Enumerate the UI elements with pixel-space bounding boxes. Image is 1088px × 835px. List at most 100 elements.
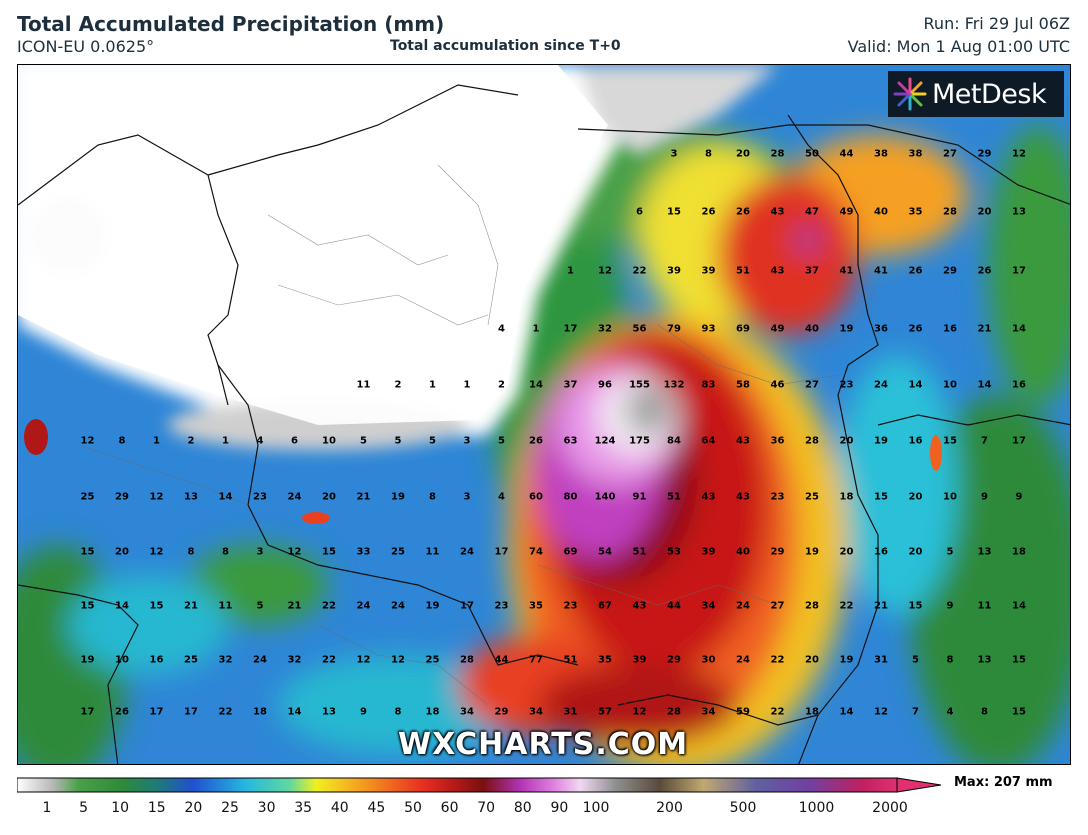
metdesk-logo-text: MetDesk [932, 78, 1047, 110]
grid-value: 22 [218, 706, 233, 718]
grid-value: 3 [463, 435, 471, 447]
scale-tick-label: 1000 [798, 800, 835, 816]
grid-value: 12 [598, 265, 612, 277]
grid-value: 49 [839, 206, 854, 218]
grid-value: 29 [115, 491, 129, 503]
grid-value: 11 [356, 379, 371, 391]
grid-value: 22 [770, 654, 785, 666]
grid-value: 8 [187, 546, 195, 558]
grid-value: 1 [463, 379, 471, 391]
grid-value: 14 [908, 379, 923, 391]
grid-value: 29 [770, 546, 785, 558]
grid-value: 5 [360, 435, 367, 447]
grid-value: 5 [912, 654, 919, 666]
grid-value: 19 [805, 546, 819, 558]
grid-value: 41 [874, 265, 888, 277]
grid-value: 30 [701, 654, 716, 666]
grid-value: 22 [322, 654, 336, 666]
grid-value: 18 [253, 706, 267, 718]
grid-value: 14 [977, 379, 992, 391]
grid-value: 8 [429, 491, 436, 503]
grid-value: 22 [770, 706, 785, 718]
grid-value: 17 [563, 323, 578, 335]
scale-tick-label: 20 [184, 800, 203, 816]
grid-value: 15 [149, 600, 164, 612]
grid-value: 24 [460, 546, 474, 558]
grid-value: 14 [218, 491, 233, 503]
grid-value: 12 [287, 546, 302, 558]
metdesk-logo: MetDesk [888, 71, 1064, 117]
scale-tick-label: 90 [550, 800, 569, 816]
grid-value: 140 [594, 491, 616, 503]
grid-value: 26 [977, 265, 992, 277]
grid-value: 23 [494, 600, 509, 612]
grid-value: 14 [1012, 323, 1026, 335]
grid-value: 12 [391, 654, 405, 666]
grid-value: 37 [805, 265, 819, 277]
grid-value: 25 [391, 546, 405, 558]
grid-value: 6 [636, 206, 643, 218]
precipitation-color-scale [17, 777, 942, 793]
grid-value: 2 [394, 379, 402, 391]
grid-value: 4 [946, 706, 954, 718]
grid-value: 5 [946, 546, 954, 558]
grid-value: 20 [908, 491, 923, 503]
grid-value: 69 [563, 546, 578, 558]
grid-value: 27 [805, 379, 819, 391]
grid-value: 12 [149, 546, 164, 558]
grid-value: 19 [839, 654, 854, 666]
grid-value: 4 [498, 491, 505, 503]
grid-value: 15 [1012, 654, 1026, 666]
grid-value: 43 [701, 491, 716, 503]
grid-value: 40 [736, 546, 750, 558]
grid-value: 10 [115, 654, 129, 666]
grid-value: 11 [425, 546, 440, 558]
grid-value: 26 [529, 435, 543, 447]
grid-value: 21 [874, 600, 888, 612]
grid-value: 20 [977, 206, 992, 218]
grid-value: 32 [598, 323, 612, 335]
grid-value: 35 [598, 654, 612, 666]
grid-value: 26 [115, 706, 129, 718]
grid-value: 59 [736, 706, 750, 718]
grid-value: 17 [1012, 435, 1026, 447]
grid-value: 43 [736, 491, 750, 503]
grid-value: 22 [322, 600, 336, 612]
grid-value: 14 [1012, 600, 1026, 612]
scale-tick-label: 500 [729, 800, 757, 816]
grid-value: 15 [874, 491, 888, 503]
grid-value: 3 [463, 491, 471, 503]
grid-value: 26 [908, 265, 923, 277]
grid-value: 5 [498, 435, 505, 447]
grid-value: 12 [1012, 148, 1026, 160]
grid-value: 4 [256, 435, 264, 447]
grid-value: 60 [529, 491, 543, 503]
grid-value: 51 [736, 265, 750, 277]
grid-value: 18 [425, 706, 440, 718]
precipitation-field [18, 65, 1070, 764]
grid-value: 79 [667, 323, 681, 335]
grid-value: 63 [563, 435, 578, 447]
grid-value: 13 [184, 491, 198, 503]
grid-value: 39 [701, 265, 716, 277]
grid-value: 7 [981, 435, 988, 447]
grid-value: 16 [908, 435, 923, 447]
grid-value: 23 [563, 600, 578, 612]
grid-value: 155 [629, 379, 650, 391]
grid-value: 51 [632, 546, 647, 558]
grid-value: 17 [1012, 265, 1026, 277]
scale-tick-label: 1 [42, 800, 52, 816]
grid-value: 16 [149, 654, 164, 666]
valid-time: Valid: Mon 1 Aug 01:00 UTC [847, 37, 1070, 56]
run-time: Run: Fri 29 Jul 06Z [923, 14, 1070, 33]
grid-value: 19 [391, 491, 405, 503]
grid-value: 28 [805, 600, 819, 612]
grid-value: 29 [977, 148, 992, 160]
grid-value: 40 [874, 206, 888, 218]
grid-value: 8 [946, 654, 954, 666]
grid-value: 32 [218, 654, 233, 666]
grid-value: 13 [322, 706, 336, 718]
precipitation-map: 3 8 20 28 50 44 38 38 27 29 12 6 15 26 26 43 47 49 40 35 28 2… [17, 64, 1071, 765]
grid-value: 24 [874, 379, 888, 391]
grid-value: 17 [460, 600, 474, 612]
